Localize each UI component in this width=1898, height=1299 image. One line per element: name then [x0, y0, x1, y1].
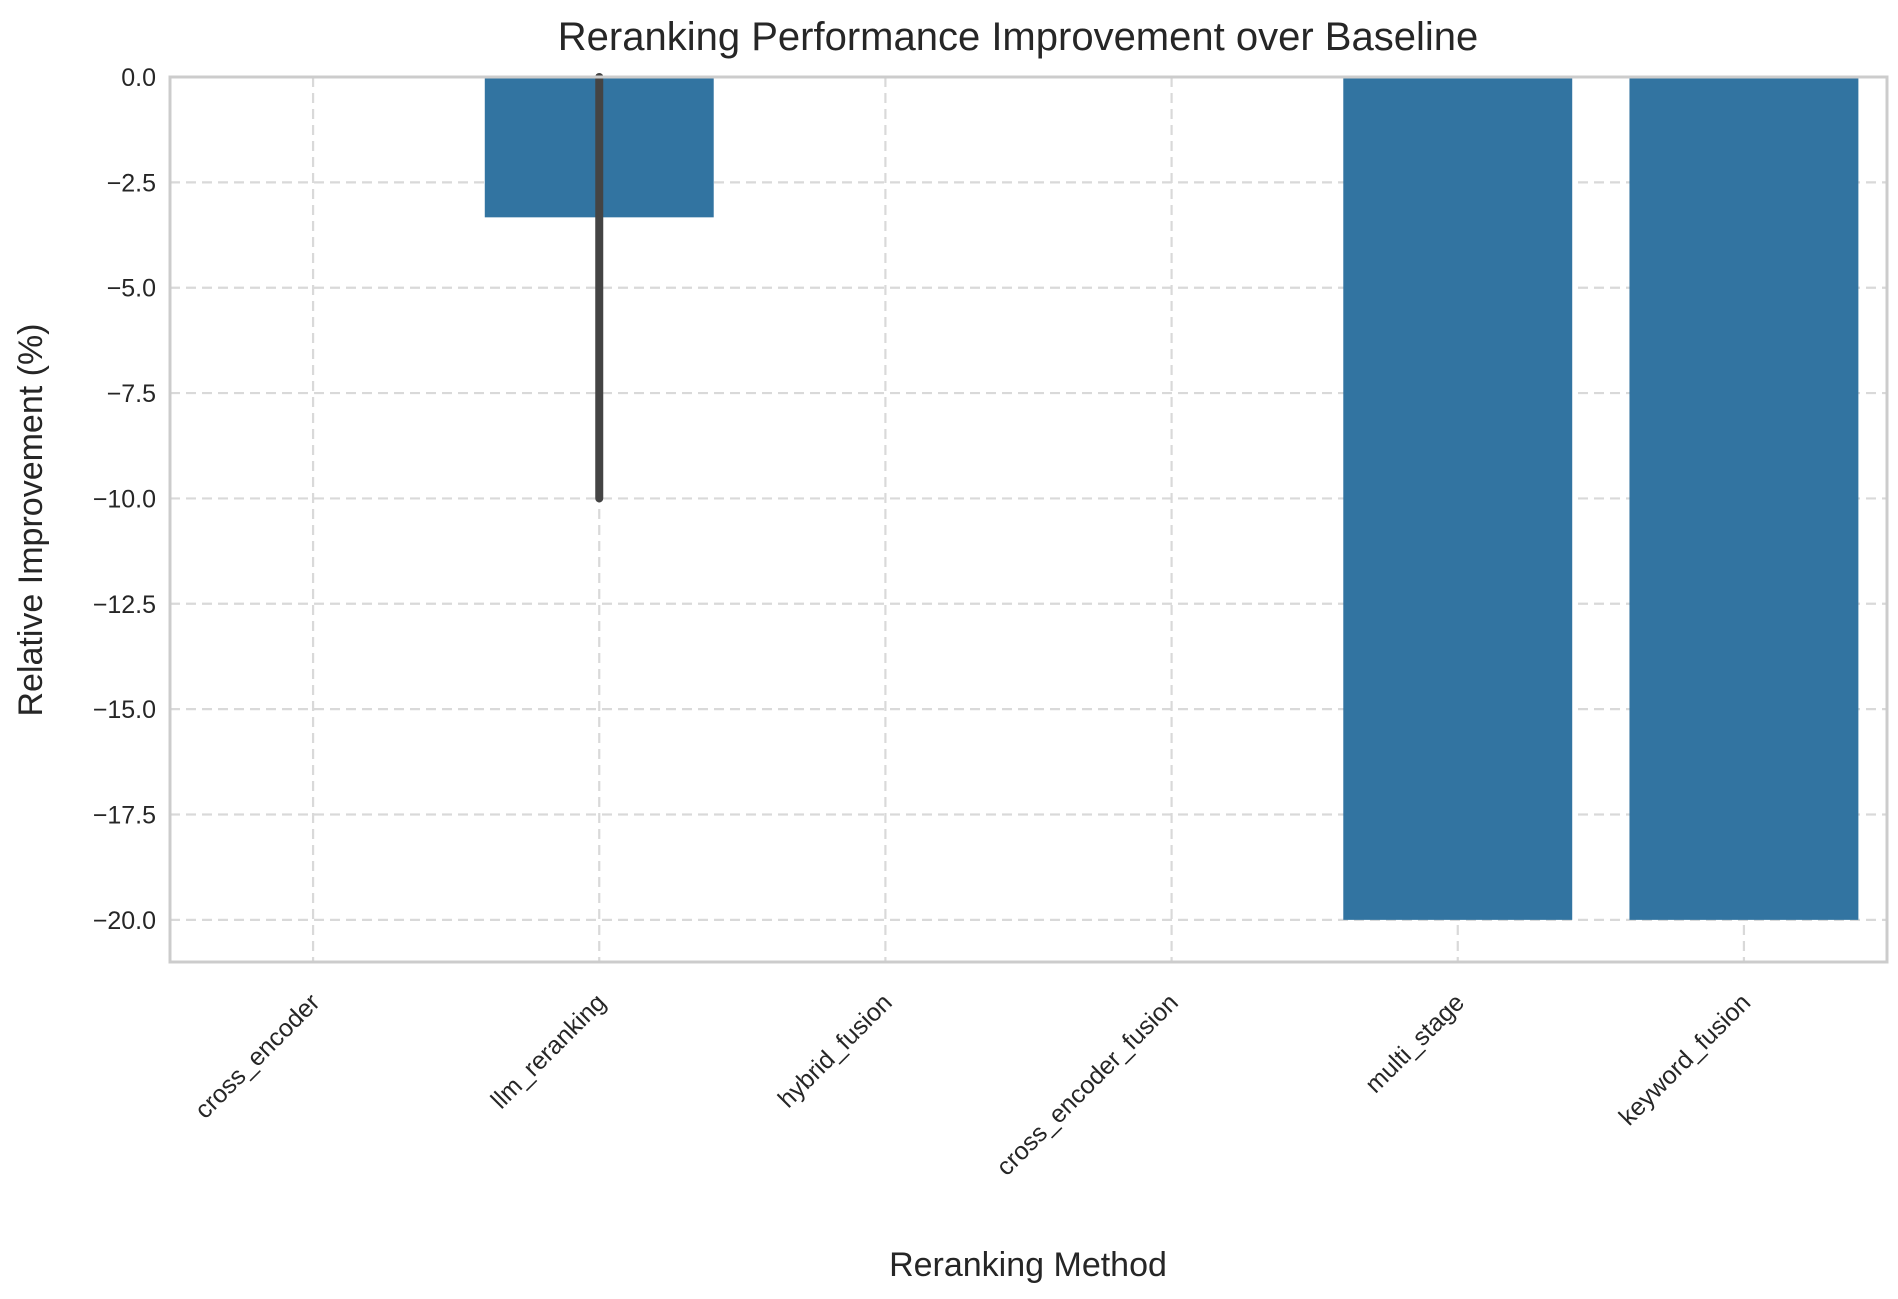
x-axis-label: Reranking Method	[889, 1246, 1167, 1284]
y-tick-label: −15.0	[93, 696, 156, 724]
y-tick-label: −10.0	[93, 485, 156, 513]
y-tick-label: −12.5	[93, 591, 156, 619]
x-tick-label: cross_encoder_fusion	[991, 988, 1184, 1181]
bars-layer	[484, 77, 1859, 920]
x-tick-label: multi_stage	[1360, 988, 1470, 1098]
x-tick-labels: cross_encoder llm_reranking hybrid_fusion c…	[190, 988, 1757, 1181]
x-tick-label: keyword_fusion	[1614, 988, 1757, 1131]
y-tick-label: −2.5	[107, 169, 156, 197]
y-axis-label: Relative Improvement (%)	[12, 323, 50, 716]
y-tick-label: −5.0	[107, 275, 156, 303]
x-tick-label: llm_reranking	[486, 988, 612, 1114]
x-tick-label: hybrid_fusion	[773, 988, 898, 1113]
y-tick-label: −7.5	[107, 380, 156, 408]
bar-multi_stage	[1343, 77, 1573, 920]
x-tick-label: cross_encoder	[190, 988, 326, 1124]
y-tick-label: −17.5	[93, 802, 156, 830]
y-tick-label: 0.0	[121, 64, 156, 92]
y-tick-label: −20.0	[93, 907, 156, 935]
grid-layer	[170, 75, 1887, 962]
bar-keyword_fusion	[1629, 77, 1859, 920]
y-tick-labels: 0.0 −2.5 −5.0 −7.5 −10.0 −12.5 −15.0 −17.5 −20.0	[93, 64, 156, 935]
chart-title: Reranking Performance Improvement over B…	[558, 15, 1478, 59]
plot-frame	[168, 75, 1889, 964]
